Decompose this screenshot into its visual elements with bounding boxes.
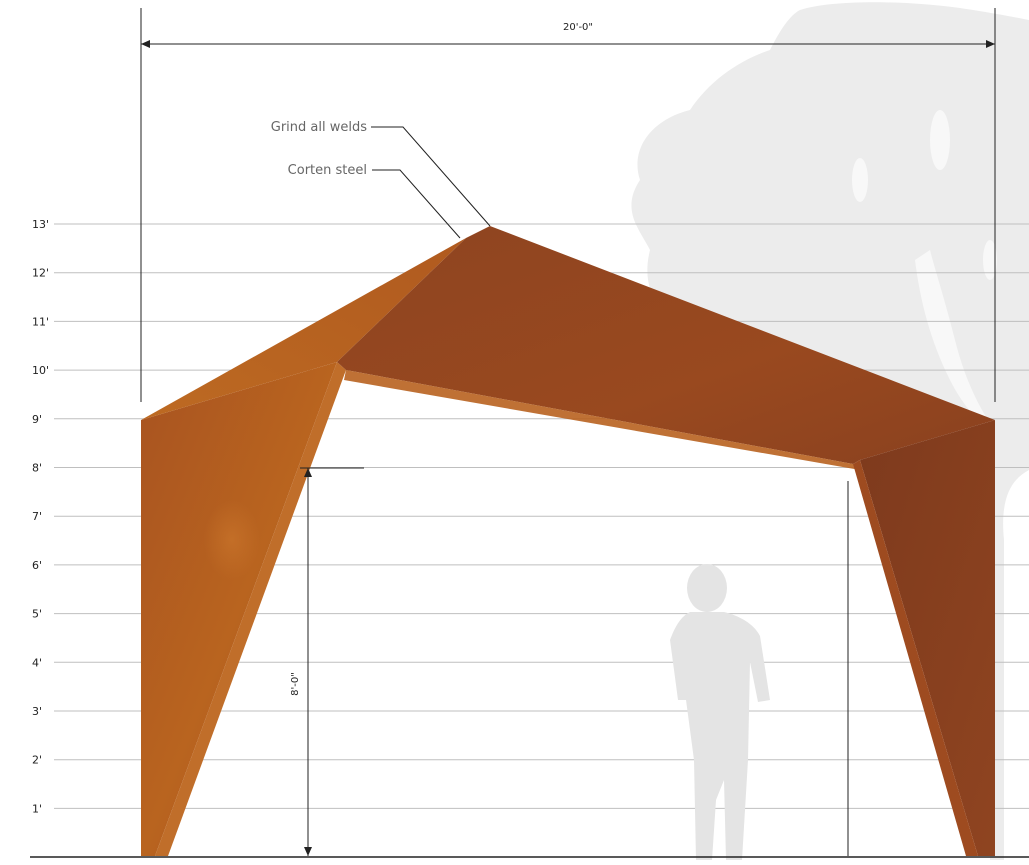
- level-label: 6': [32, 559, 42, 572]
- width-dimension-label: 20'-0": [563, 22, 593, 33]
- level-label: 13': [32, 218, 49, 231]
- tree-trunk: [852, 110, 997, 430]
- level-label: 8': [32, 462, 42, 475]
- level-label: 4': [32, 656, 42, 669]
- callout-grind-welds: Grind all welds: [271, 120, 367, 135]
- left-leg-face: [141, 362, 337, 856]
- level-label: 12': [32, 267, 49, 280]
- level-label: 2': [32, 754, 42, 767]
- callout-corten-steel: Corten steel: [288, 163, 367, 178]
- roof-underside-edge: [344, 370, 860, 470]
- level-label: 1': [32, 802, 42, 815]
- right-leg-inner-edge: [853, 460, 978, 856]
- left-leg-inner-edge: [155, 362, 346, 856]
- level-labels: 13' 12' 11' 10' 9' 8' 7' 6' 5' 4' 3' 2' 1': [32, 218, 49, 815]
- level-label: 9': [32, 413, 42, 426]
- level-label: 11': [32, 315, 49, 328]
- corten-arch: [141, 226, 995, 856]
- callout-leaders: [371, 126, 491, 239]
- person-silhouette-icon: [670, 564, 770, 860]
- opening-height-dimension: [300, 467, 849, 856]
- patina-glow: [204, 500, 260, 580]
- level-label: 3': [32, 705, 42, 718]
- level-label: 7': [32, 510, 42, 523]
- main-roof-face: [337, 226, 995, 464]
- level-label: 10': [32, 364, 49, 377]
- overall-width-dimension: [140, 8, 996, 402]
- level-label: 5': [32, 608, 42, 621]
- opening-height-label: 8'-0": [290, 672, 301, 696]
- right-leg-face: [860, 420, 995, 856]
- left-roof-face: [141, 238, 466, 420]
